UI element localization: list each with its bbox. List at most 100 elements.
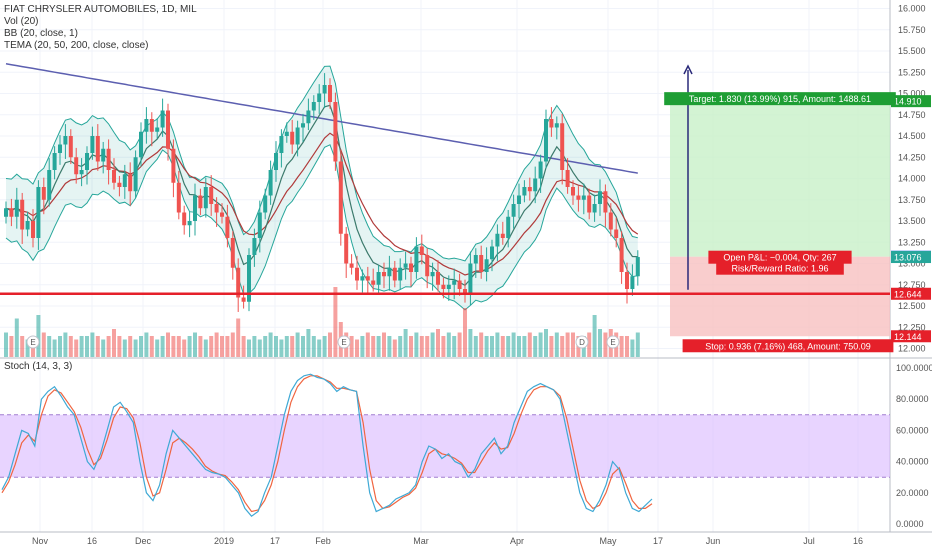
candle-body: [468, 263, 473, 294]
candle-body: [122, 174, 127, 187]
stoch-pane: [0, 373, 890, 518]
volume-bar: [263, 336, 268, 357]
legend-bb[interactable]: BB (20, close, 1): [4, 28, 78, 39]
volume-bar: [90, 332, 95, 357]
candle-body: [544, 119, 548, 162]
volume-bar: [128, 336, 133, 357]
candle-body: [608, 212, 613, 230]
candle-body: [160, 110, 165, 128]
volume-bar: [398, 336, 403, 357]
position-labels: Target: 1.830 (13.99%) 915, Amount: 1488…: [664, 92, 896, 353]
candle-body: [365, 276, 370, 281]
candle-body: [479, 255, 484, 272]
price-tick: 16.000: [898, 4, 926, 14]
price-tick: 15.000: [898, 89, 926, 99]
volume-bar: [198, 336, 203, 357]
volume-bar: [20, 336, 25, 357]
candle-body: [549, 119, 554, 128]
candle-body: [9, 208, 14, 217]
candle-body: [511, 204, 516, 217]
candle-body: [452, 280, 457, 285]
candle-body: [484, 259, 489, 272]
candle-body: [139, 131, 143, 158]
volume-bar: [527, 332, 532, 357]
volume-bar: [74, 339, 79, 357]
event-marker-label: E: [341, 338, 346, 347]
volume-bar: [58, 336, 62, 357]
candle-body: [398, 267, 403, 281]
volume-bar: [635, 332, 640, 357]
volume-bar: [95, 336, 100, 357]
candle-body: [317, 93, 322, 102]
candle-body: [41, 187, 46, 200]
volume-bar: [554, 332, 559, 357]
legend-symbol[interactable]: FIAT CHRYSLER AUTOMOBILES, 1D, MIL: [4, 4, 197, 15]
volume-bar: [36, 315, 41, 357]
volume-bar: [79, 336, 84, 357]
volume-bar: [106, 336, 111, 357]
volume-bar: [511, 332, 516, 357]
volume-bar: [176, 336, 181, 357]
volume-bar: [436, 329, 440, 357]
position-label-text: Risk/Reward Ratio: 1.96: [731, 264, 828, 274]
candle-body: [446, 284, 451, 289]
event-marker-label: E: [30, 338, 35, 347]
bollinger-band-fill: [5, 65, 638, 311]
time-tick: Mar: [413, 536, 429, 546]
stoch-title[interactable]: Stoch (14, 3, 3): [4, 361, 73, 372]
price-tick: 13.000: [898, 259, 926, 269]
stoch-tick: 0.0000: [896, 519, 924, 529]
volume-bar: [446, 332, 451, 357]
candle-body: [403, 263, 408, 268]
volume-bar: [274, 336, 278, 357]
legend-tema[interactable]: TEMA (20, 50, 200, close, close): [4, 40, 149, 51]
candle-body: [20, 199, 25, 230]
volume-bar: [225, 336, 230, 357]
price-tick: 15.250: [898, 67, 926, 77]
event-marker: [575, 335, 589, 349]
time-tick: Dec: [135, 536, 152, 546]
candle-body: [436, 272, 440, 285]
volume-bar: [425, 336, 430, 357]
position-label-box: [664, 92, 896, 106]
volume-bar: [495, 332, 500, 357]
volume-bar: [187, 336, 192, 357]
candle-body: [355, 267, 359, 281]
candle-body: [571, 187, 575, 196]
price-tick: 12.250: [898, 322, 926, 332]
time-axis[interactable]: Nov 16 Dec 2019 17 Feb Mar Apr May 17 Jun Jul 16: [32, 536, 863, 546]
volume-bar: [625, 336, 629, 357]
price-axis[interactable]: 16.000 15.750 15.500 15.250 15.000 14.750 14.5…: [896, 4, 932, 530]
volume-bar: [517, 336, 521, 357]
candle-body: [112, 170, 116, 183]
candle-body: [31, 221, 35, 238]
position-tool[interactable]: [670, 64, 890, 337]
volume-bar: [490, 336, 494, 357]
candle-body: [490, 246, 494, 260]
volume-bar: [500, 336, 505, 357]
position-label-text: Open P&L: −0.004, Qty: 267: [723, 253, 836, 263]
candle-body: [619, 238, 624, 272]
price-tick: 12.000: [898, 344, 926, 354]
volume-bar: [549, 336, 554, 357]
price-label-box: [891, 251, 931, 264]
bb-upper: [5, 65, 638, 262]
volume-bar: [112, 329, 116, 357]
volume-bars: [4, 287, 640, 357]
candle-body: [52, 153, 57, 170]
candle-body: [187, 221, 192, 226]
candle-body: [360, 276, 365, 281]
volume-bar: [463, 308, 467, 357]
candle-body: [441, 284, 446, 289]
volume-bar: [166, 332, 170, 357]
volume-bar: [257, 339, 262, 357]
volume-bar: [392, 339, 397, 357]
legend-vol[interactable]: Vol (20): [4, 16, 39, 27]
stoch-band: [0, 414, 890, 478]
volume-bar: [360, 336, 365, 357]
price-tick: 14.500: [898, 131, 926, 141]
candle-body: [371, 280, 376, 285]
volume-bar: [328, 332, 332, 357]
stoch-tick: 100.0000: [896, 363, 932, 373]
